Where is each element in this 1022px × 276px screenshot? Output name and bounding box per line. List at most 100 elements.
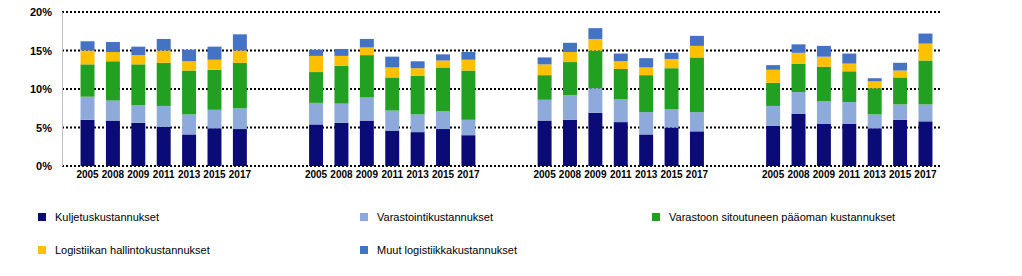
bar-segment <box>106 101 120 121</box>
y-axis-line <box>62 13 63 167</box>
x-tick-label: 2015 <box>203 169 226 180</box>
bars <box>81 28 933 166</box>
bar-segment <box>208 47 222 60</box>
bar-segment <box>665 109 679 127</box>
bar-segment <box>792 64 806 92</box>
legend-label: Varastointikustannukset <box>377 211 493 223</box>
bar-segment <box>233 51 247 63</box>
x-axis: 2005200820092011201320152017200520082009… <box>76 166 937 180</box>
x-tick-label: 2017 <box>686 169 709 180</box>
x-tick: 2015 <box>203 166 226 180</box>
bar-segment <box>868 88 882 114</box>
bar-segment <box>309 50 323 56</box>
y-tick-label: 10% <box>30 83 52 95</box>
bar-segment <box>918 34 932 44</box>
bar-segment <box>563 52 577 62</box>
y-tick-label: 5% <box>36 122 52 134</box>
bar-segment <box>182 134 196 166</box>
legend-swatch <box>652 213 660 221</box>
bar-segment <box>334 49 348 56</box>
bar-segment <box>614 69 628 99</box>
x-tick-label: 2011 <box>153 169 175 180</box>
x-tick-label: 2015 <box>660 169 683 180</box>
x-tick: 2008 <box>787 166 810 180</box>
y-tick-label: 0% <box>36 160 52 172</box>
x-tick-label: 2009 <box>813 169 836 180</box>
bar-segment <box>792 53 806 64</box>
bar-segment <box>461 60 475 71</box>
bar-segment <box>360 121 374 166</box>
bar-segment <box>360 55 374 97</box>
legend-item: Kuljetuskustannukset <box>38 211 159 223</box>
bar-segment <box>918 61 932 105</box>
bar-segment <box>81 97 95 120</box>
bar-segment <box>563 95 577 120</box>
x-tick: 2013 <box>407 166 430 180</box>
bar-segment <box>766 83 780 106</box>
bar-segment <box>639 112 653 134</box>
bar-segment <box>690 57 704 112</box>
bar-segment <box>411 132 425 166</box>
bar-segment <box>893 71 907 78</box>
x-tick-label: 2013 <box>407 169 430 180</box>
x-tick-label: 2011 <box>838 169 860 180</box>
bar-segment <box>360 97 374 120</box>
bar-segment <box>792 114 806 166</box>
bar-segment <box>639 67 653 75</box>
bar-segment <box>766 65 780 70</box>
x-tick-label: 2005 <box>533 169 556 180</box>
y-tick: 15% <box>30 45 62 57</box>
bar-segment <box>385 67 399 77</box>
series <box>81 51 933 120</box>
bar-segment <box>690 46 704 58</box>
bar-segment <box>918 44 932 61</box>
y-tick-label: 15% <box>30 45 52 57</box>
bar-segment <box>893 120 907 166</box>
legend-swatch <box>360 213 368 221</box>
bar-segment <box>614 54 628 62</box>
bar-segment <box>817 124 831 166</box>
legend-swatch <box>360 246 368 254</box>
bar-segment <box>766 126 780 166</box>
bar-segment <box>436 54 450 60</box>
grid <box>62 12 940 166</box>
bar-segment <box>868 81 882 88</box>
legend-label: Varastoon sitoutuneen pääoman kustannuks… <box>669 211 895 223</box>
bar-segment <box>588 39 602 51</box>
bar-segment <box>918 121 932 166</box>
bar-segment <box>233 63 247 108</box>
x-tick-label: 2013 <box>635 169 658 180</box>
bar-segment <box>436 129 450 166</box>
grid-line <box>62 11 940 13</box>
bar-segment <box>309 124 323 166</box>
bar-segment <box>208 110 222 128</box>
legend-item: Muut logistiikkakustannukset <box>360 244 517 256</box>
legend-item: Varastointikustannukset <box>360 211 493 223</box>
bar-segment <box>461 135 475 166</box>
bar-segment <box>385 131 399 166</box>
bar-segment <box>588 28 602 39</box>
bar-segment <box>893 77 907 104</box>
y-tick: 5% <box>36 122 62 134</box>
bar-segment <box>639 75 653 112</box>
x-tick: 2005 <box>305 166 328 180</box>
bar-segment <box>436 61 450 68</box>
bar-segment <box>81 120 95 166</box>
x-tick-label: 2017 <box>229 169 252 180</box>
y-tick-label: 20% <box>30 6 52 18</box>
x-tick: 2009 <box>356 166 379 180</box>
bar-segment <box>182 61 196 70</box>
x-tick-label: 2005 <box>305 169 328 180</box>
bar-segment <box>665 53 679 59</box>
x-tick-label: 2011 <box>610 169 632 180</box>
bar-segment <box>563 120 577 166</box>
legend-label: Logistiikan hallintokustannukset <box>55 244 210 256</box>
bar-segment <box>639 134 653 166</box>
bar-segment <box>614 122 628 166</box>
bar-segment <box>106 121 120 166</box>
bar-segment <box>106 61 120 100</box>
x-tick-label: 2009 <box>356 169 379 180</box>
bar-segment <box>817 67 831 102</box>
legend-swatch <box>38 246 46 254</box>
bar-segment <box>842 54 856 64</box>
